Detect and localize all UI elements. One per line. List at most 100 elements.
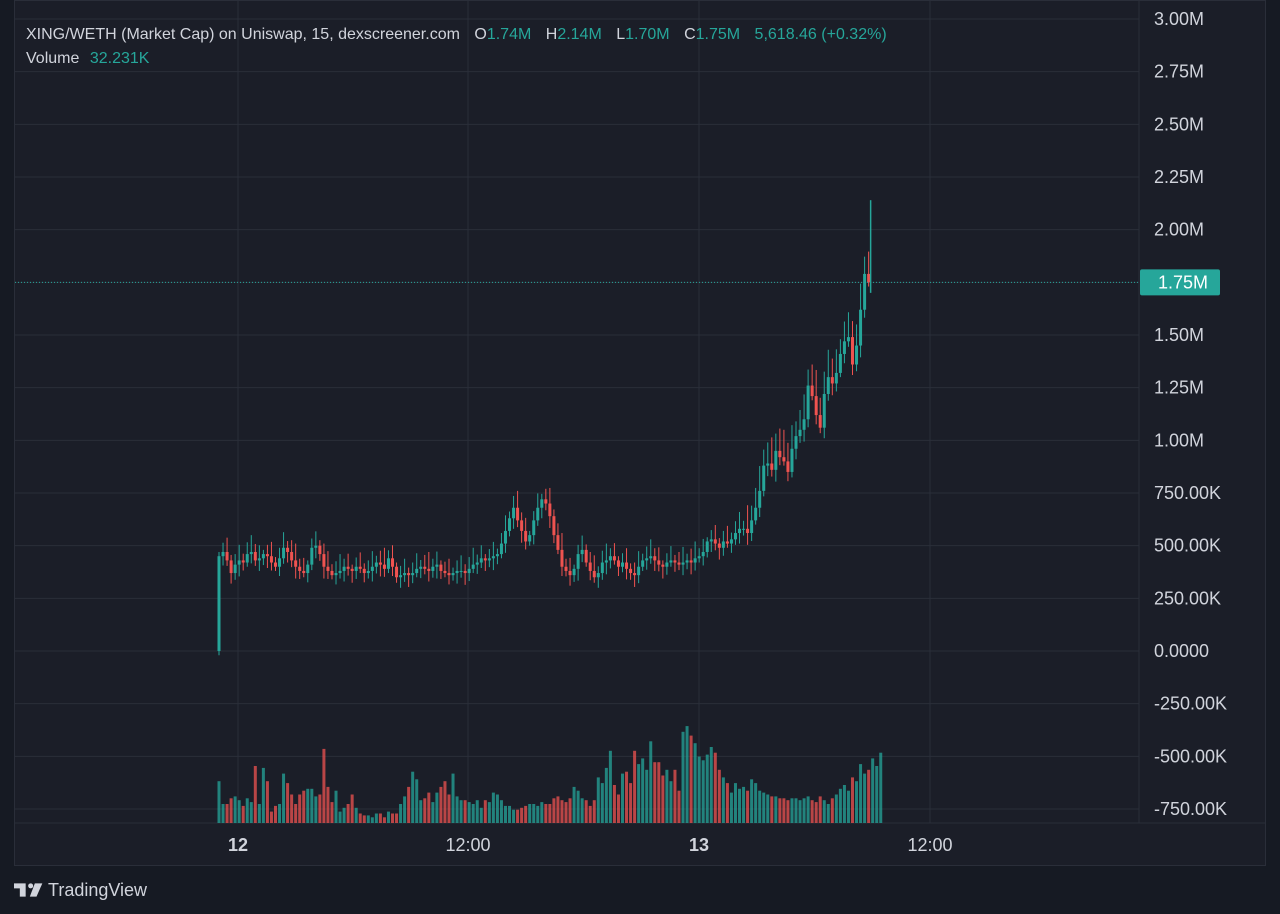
candle-body: [407, 573, 411, 576]
volume-bar: [863, 773, 867, 823]
volume-bar: [661, 775, 665, 823]
volume-bar: [697, 756, 701, 823]
candle-body: [742, 528, 746, 530]
volume-bar: [286, 783, 290, 823]
candle-body: [294, 560, 298, 567]
price-tick-label: -500.00K: [1154, 746, 1227, 766]
volume-bar: [399, 804, 403, 823]
symbol-title[interactable]: XING/WETH (Market Cap) on Uniswap, 15, d…: [26, 26, 460, 43]
candle-body: [290, 551, 294, 561]
low-value: 1.70M: [625, 26, 670, 43]
volume-bar: [330, 802, 334, 823]
volume-bar: [786, 800, 790, 823]
candlestick-chart[interactable]: 1.75M 3.00M 2.75M 2.50M 2.25M 2.00M 1.50M 1.25…: [15, 1, 1265, 865]
volume-bar: [499, 800, 503, 823]
candle-body: [423, 566, 427, 569]
volume-bar: [592, 800, 596, 823]
volume-bar: [483, 800, 487, 823]
candle-body: [415, 568, 419, 574]
volume-bar: [552, 798, 556, 823]
open-label: O: [474, 26, 487, 43]
candle-body: [544, 499, 548, 504]
candle-body: [580, 549, 584, 555]
candle-body: [273, 562, 277, 567]
volume-bar: [762, 792, 766, 823]
volume-bar: [754, 783, 758, 823]
candle-body: [826, 377, 830, 394]
price-tick-label: 2.75M: [1154, 62, 1204, 82]
volume-bar: [733, 783, 737, 823]
close-label: C: [684, 26, 696, 43]
candle-body: [863, 273, 867, 310]
candle-body: [395, 566, 399, 578]
chart-panel[interactable]: 1.75M 3.00M 2.75M 2.50M 2.25M 2.00M 1.50M 1.25…: [14, 0, 1266, 866]
candle-body: [717, 543, 721, 548]
candle-body: [257, 558, 261, 561]
candle-body: [253, 551, 257, 561]
volume-bar: [729, 792, 733, 823]
volume-bar: [467, 802, 471, 823]
time-axis[interactable]: 12 12:00 13 12:00: [228, 835, 953, 855]
tradingview-logo-icon: [14, 883, 43, 897]
last-price-label: 1.75M: [1158, 272, 1208, 292]
candle-body: [822, 393, 826, 428]
volume-bar: [310, 788, 314, 823]
volume-bar: [838, 788, 842, 823]
candle-body: [370, 566, 374, 571]
candle-body: [499, 543, 503, 555]
candle-body: [512, 507, 516, 519]
volume-bar: [826, 804, 830, 823]
candle-body: [455, 570, 459, 574]
volume-value: 32.231K: [89, 50, 150, 67]
volume-bar: [241, 805, 245, 823]
volume-bar: [641, 758, 645, 823]
candle-body: [568, 570, 572, 576]
volume-bar: [217, 781, 221, 823]
volume-bar: [540, 802, 544, 823]
candle-body: [596, 573, 600, 578]
candle-body: [733, 533, 737, 540]
candle-body: [245, 554, 249, 563]
volume-bar: [588, 805, 592, 823]
volume-bar: [386, 811, 390, 823]
candle-body: [806, 385, 810, 420]
candle-body: [697, 556, 701, 559]
candle-body: [386, 558, 390, 569]
volume-label[interactable]: Volume: [26, 50, 80, 67]
candle-body: [770, 463, 774, 470]
volume-bar: [374, 813, 378, 823]
volume-bar: [273, 805, 277, 823]
volume-bar: [265, 781, 269, 823]
candle-body: [689, 560, 693, 563]
volume-bar: [233, 796, 237, 823]
candle-body: [237, 560, 241, 565]
price-axis[interactable]: 3.00M 2.75M 2.50M 2.25M 2.00M 1.50M 1.25M 1.00M…: [1154, 9, 1227, 819]
volume-legend: Volume 32.231K: [26, 50, 149, 68]
candle-body: [471, 564, 475, 569]
volume-bar: [705, 754, 709, 823]
candle-body: [790, 448, 794, 472]
volume-bar: [806, 796, 810, 823]
candle-body: [746, 528, 750, 534]
volume-bar: [302, 790, 306, 823]
brand-name: TradingView: [48, 879, 148, 900]
volume-bar: [423, 798, 427, 823]
price-tick-label: 500.00K: [1154, 536, 1221, 556]
volume-bar: [358, 813, 362, 823]
volume-bar: [879, 752, 883, 823]
volume-bar: [657, 762, 661, 823]
candle-body: [403, 573, 407, 576]
candle-body: [572, 568, 576, 576]
volume-bar: [245, 798, 249, 823]
volume-bar: [867, 769, 871, 823]
volume-bar: [556, 796, 560, 823]
volume-bar: [548, 804, 552, 823]
volume-bar: [802, 798, 806, 823]
candle-body: [709, 539, 713, 542]
volume-bar: [391, 813, 395, 823]
tradingview-brand[interactable]: TradingView: [14, 878, 147, 902]
volume-bar: [435, 792, 439, 823]
volume-bar: [564, 802, 568, 823]
open-value: 1.74M: [486, 26, 532, 43]
price-tick-label: 1.50M: [1154, 325, 1204, 345]
